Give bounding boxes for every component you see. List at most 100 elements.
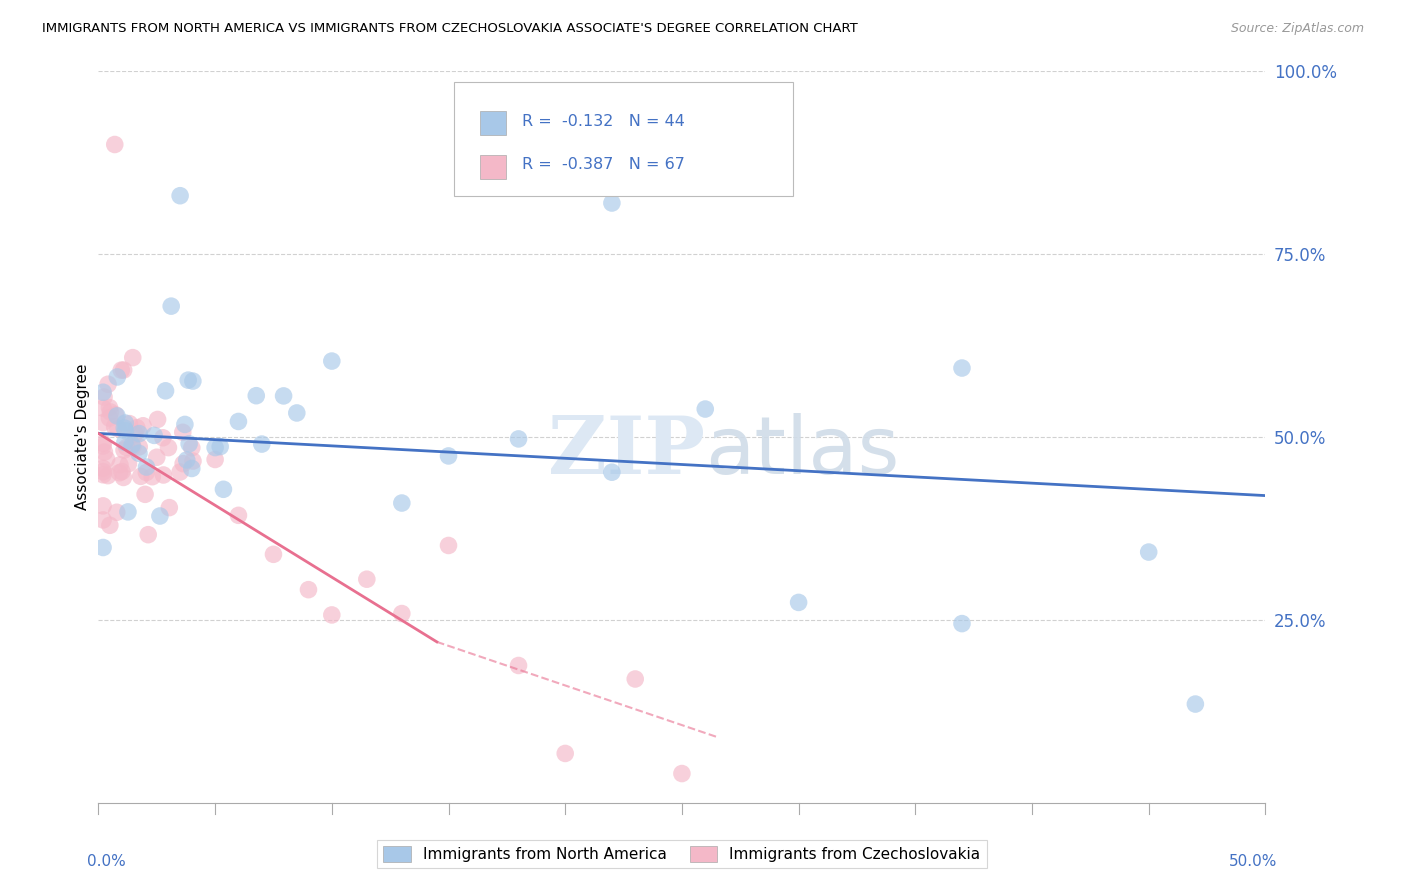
FancyBboxPatch shape — [454, 82, 793, 195]
Point — [129, 469, 152, 483]
Point — [141, 469, 163, 483]
Point — [152, 467, 174, 482]
Point — [91, 385, 114, 400]
Point — [97, 468, 120, 483]
Point — [105, 409, 128, 423]
Point — [437, 449, 460, 463]
Point — [124, 426, 146, 441]
Text: IMMIGRANTS FROM NORTH AMERICA VS IMMIGRANTS FROM CZECHOSLOVAKIA ASSOCIATE'S DEGR: IMMIGRANTS FROM NORTH AMERICA VS IMMIGRA… — [42, 22, 858, 36]
Point — [121, 351, 143, 365]
Point — [437, 539, 460, 553]
Point — [98, 518, 121, 533]
Point — [146, 450, 169, 465]
Point — [624, 672, 647, 686]
Legend: Immigrants from North America, Immigrants from Czechoslovakia: Immigrants from North America, Immigrant… — [377, 840, 987, 868]
Point — [180, 461, 202, 475]
Point — [262, 547, 284, 561]
Point — [181, 454, 204, 468]
Point — [950, 361, 973, 376]
Point — [96, 452, 118, 467]
Point — [204, 452, 226, 467]
Point — [105, 505, 128, 519]
Point — [356, 572, 378, 586]
Point — [132, 418, 155, 433]
Point — [91, 436, 114, 450]
Point — [93, 445, 115, 459]
FancyBboxPatch shape — [479, 154, 506, 178]
Point — [250, 437, 273, 451]
Point — [209, 440, 232, 454]
Point — [695, 402, 717, 417]
Point — [110, 363, 132, 377]
Point — [117, 457, 139, 471]
Point — [245, 389, 267, 403]
Text: Source: ZipAtlas.com: Source: ZipAtlas.com — [1230, 22, 1364, 36]
Point — [118, 417, 141, 431]
Point — [321, 607, 343, 622]
Point — [135, 466, 157, 480]
Point — [600, 465, 623, 479]
Point — [157, 500, 180, 515]
FancyBboxPatch shape — [479, 112, 506, 136]
Point — [128, 426, 150, 441]
Point — [1184, 697, 1206, 711]
Point — [112, 443, 135, 458]
Point — [91, 467, 114, 482]
Point — [508, 432, 530, 446]
Point — [136, 527, 159, 541]
Point — [108, 458, 131, 472]
Point — [115, 441, 138, 455]
Text: ZIP: ZIP — [548, 413, 706, 491]
Point — [98, 401, 121, 415]
Point — [787, 595, 810, 609]
Point — [169, 188, 191, 202]
Point — [1137, 545, 1160, 559]
Point — [93, 390, 115, 404]
Text: 50.0%: 50.0% — [1229, 854, 1277, 869]
Point — [174, 417, 197, 432]
Point — [108, 466, 131, 480]
Point — [135, 460, 157, 475]
Point — [176, 453, 198, 467]
Point — [112, 363, 135, 377]
Point — [143, 428, 166, 442]
Point — [122, 440, 145, 454]
Point — [125, 420, 148, 434]
Point — [172, 425, 194, 440]
Text: 0.0%: 0.0% — [87, 854, 125, 869]
Point — [273, 389, 295, 403]
Point — [297, 582, 319, 597]
Point — [97, 377, 120, 392]
Point — [117, 505, 139, 519]
Point — [508, 658, 530, 673]
Text: atlas: atlas — [706, 413, 900, 491]
Point — [114, 416, 136, 430]
Point — [146, 412, 169, 426]
Point — [169, 465, 191, 479]
Point — [91, 541, 114, 555]
Point — [152, 431, 174, 445]
Point — [128, 446, 150, 460]
Point — [179, 437, 201, 451]
Point — [128, 440, 150, 454]
Point — [112, 421, 135, 435]
Text: R =  -0.387   N = 67: R = -0.387 N = 67 — [522, 157, 685, 172]
Point — [600, 196, 623, 211]
Text: R =  -0.132   N = 44: R = -0.132 N = 44 — [522, 114, 685, 128]
Point — [104, 137, 127, 152]
Point — [91, 461, 114, 475]
Point — [91, 465, 114, 479]
Point — [391, 496, 413, 510]
Point — [91, 401, 114, 416]
Point — [228, 414, 250, 428]
Point — [114, 424, 136, 438]
Point — [103, 419, 125, 434]
Point — [134, 487, 156, 501]
Point — [112, 470, 135, 484]
Point — [172, 457, 194, 471]
Point — [554, 747, 576, 761]
Point — [149, 508, 172, 523]
Point — [181, 374, 204, 388]
Point — [105, 370, 128, 384]
Y-axis label: Associate's Degree: Associate's Degree — [75, 364, 90, 510]
